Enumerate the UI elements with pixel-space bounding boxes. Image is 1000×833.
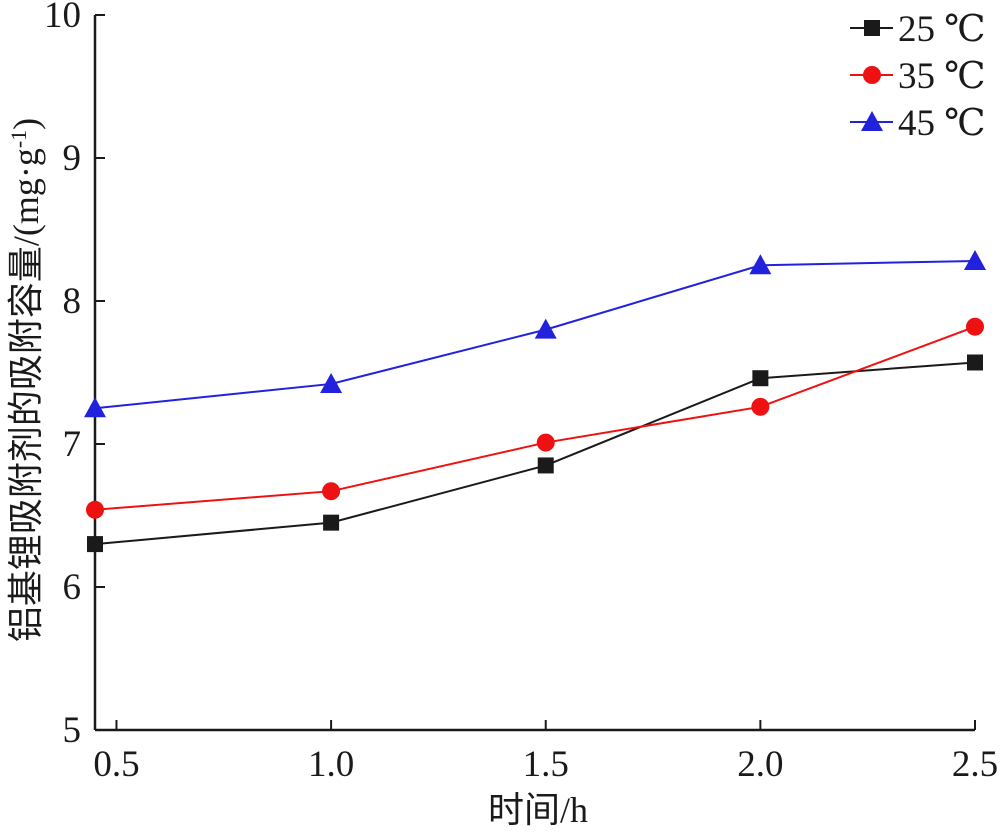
x-tick-label: 2.0 [737, 744, 783, 785]
data-point [87, 536, 103, 553]
y-axis-label-superscript: -1 [6, 130, 31, 148]
legend-marker [864, 20, 880, 36]
x-tick-label: 1.0 [308, 744, 354, 785]
series-line [94, 325, 976, 511]
series-layer [84, 249, 986, 553]
y-axis-label: 铝基锂吸附剂的吸附容量/(mg·g-1) [6, 118, 47, 642]
series-line [94, 259, 976, 410]
legend: 25 ℃ 35 ℃ 45 ℃ [850, 9, 986, 144]
legend-item: 35 ℃ [850, 56, 986, 97]
y-tick-label: 7 [63, 424, 82, 465]
series-line [94, 361, 976, 546]
data-point [322, 482, 341, 501]
data-point [964, 249, 986, 270]
legend-item: 45 ℃ [850, 103, 986, 144]
data-point [323, 514, 340, 531]
legend-item: 25 ℃ [850, 9, 986, 50]
data-point [537, 457, 554, 474]
data-point [84, 397, 106, 418]
y-axis-label-main: 铝基锂吸附剂的吸附容量/(mg·g [6, 148, 46, 642]
x-tick-label: 1.5 [523, 744, 569, 785]
x-tick-label: 2.5 [952, 744, 998, 785]
y-tick-label: 9 [63, 138, 82, 179]
axes [93, 15, 975, 732]
data-point [749, 254, 772, 275]
legend-marker [861, 111, 883, 131]
y-axis-label-tail: ) [6, 118, 46, 130]
data-point [751, 397, 770, 416]
series-1 [87, 354, 983, 553]
x-tick-label: 0.5 [93, 744, 139, 785]
y-tick-label: 8 [63, 281, 82, 322]
data-point [752, 370, 769, 387]
ticks: 5 6 7 8 9 10 0.5 1.0 1.5 2.0 2.5 [44, 0, 998, 785]
y-tick-label: 6 [63, 567, 82, 608]
legend-marker [863, 66, 881, 84]
legend-label: 25 ℃ [898, 9, 986, 50]
legend-label: 35 ℃ [898, 56, 986, 97]
series-3 [84, 249, 986, 418]
data-point [966, 317, 984, 336]
series-2 [86, 317, 984, 519]
y-tick-label: 10 [44, 0, 81, 36]
x-axis-label: 时间/h [488, 790, 588, 830]
data-point [320, 372, 343, 393]
data-point [86, 500, 104, 519]
legend-label: 45 ℃ [898, 103, 986, 144]
y-tick-label: 5 [63, 710, 82, 751]
data-point [534, 318, 557, 339]
data-point [967, 354, 983, 371]
data-point [536, 433, 555, 452]
